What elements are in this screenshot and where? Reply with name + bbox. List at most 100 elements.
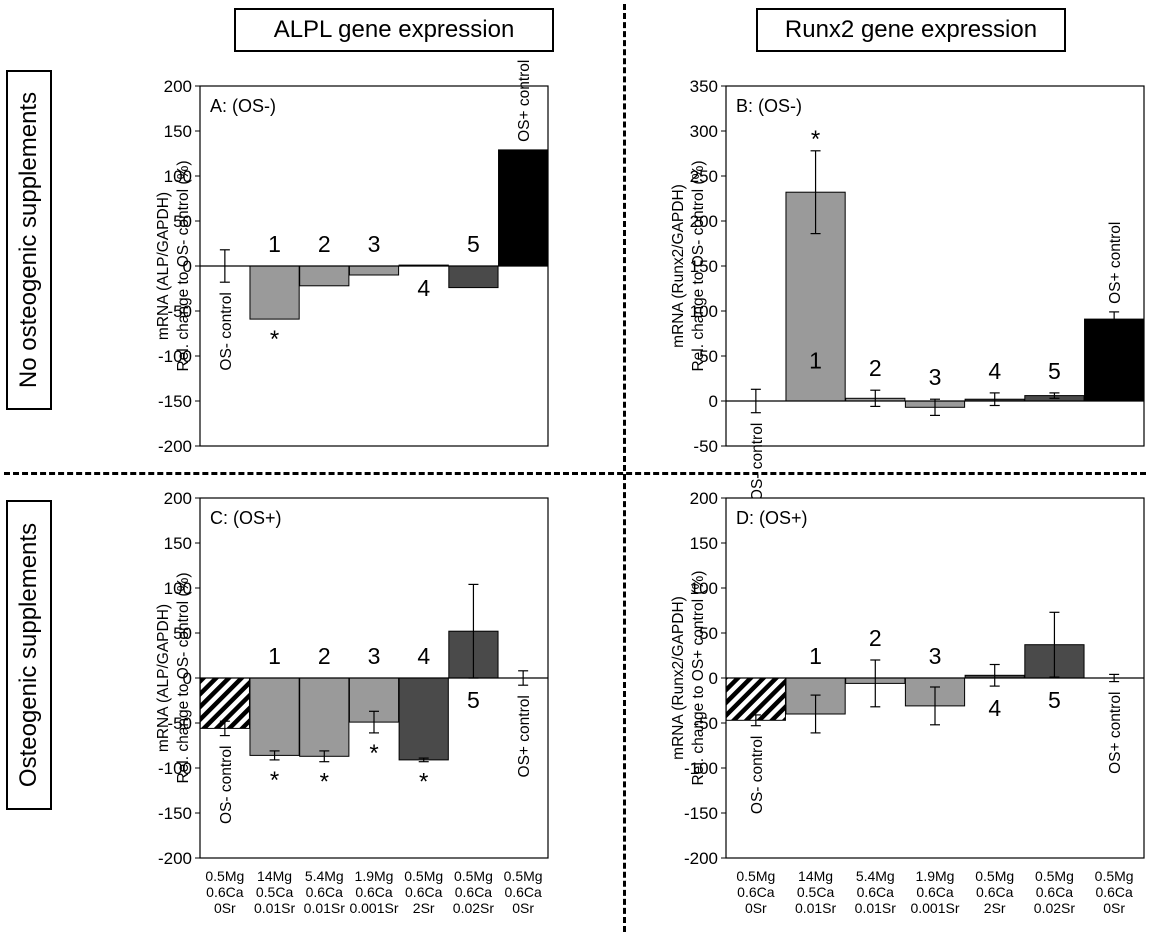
category-label: 0.5Mg 0.6Ca 2Sr — [394, 868, 454, 916]
bar-number-label: 3 — [368, 643, 381, 669]
category-label-line: 0.6Ca — [737, 884, 775, 900]
y-tick-label: -50 — [167, 302, 192, 321]
y-tick-label: 50 — [173, 624, 192, 643]
category-label-line: 0.5Mg — [205, 868, 245, 884]
category-label-line: 0.6Ca — [1095, 884, 1133, 900]
y-axis-label: Rel. change to OS- control (%) — [175, 572, 192, 783]
significance-star: * — [811, 126, 820, 153]
y-tick-label: 100 — [164, 579, 192, 598]
category-label-line: 0.5Mg — [975, 868, 1015, 884]
panel-label: C: (OS+) — [210, 508, 282, 528]
y-tick-label: 100 — [164, 167, 192, 186]
panel-label: B: (OS-) — [736, 96, 802, 116]
category-label-line: 0.5Mg — [736, 868, 776, 884]
bar-number-label: 4 — [417, 643, 430, 669]
y-tick-label: 150 — [690, 257, 718, 276]
y-axis-label: mRNA (ALP/GAPDH) — [155, 604, 172, 752]
y-tick-label: -200 — [158, 437, 192, 456]
category-label-line: 0.6Ca — [976, 884, 1014, 900]
bar-number-label: 2 — [869, 625, 882, 651]
category-label-line: 0Sr — [1103, 900, 1126, 916]
control-label: OS- control — [749, 423, 766, 501]
category-label-line: 0.5Mg — [404, 868, 444, 884]
bar-number-label: 5 — [467, 687, 480, 713]
bar-number-label: 5 — [1048, 358, 1061, 384]
category-label-line: 0.5Mg — [1034, 868, 1074, 884]
y-tick-label: 50 — [699, 347, 718, 366]
significance-star: * — [270, 326, 279, 353]
category-label: 5.4Mg 0.6Ca 0.01Sr — [845, 868, 905, 916]
category-label: 0.5Mg 0.6Ca 0Sr — [195, 868, 255, 916]
control-label: OS+ control — [516, 60, 533, 142]
y-tick-label: 200 — [164, 77, 192, 96]
vertical-divider — [623, 4, 626, 932]
bar — [299, 265, 350, 287]
category-label-line: 0.6Ca — [355, 884, 393, 900]
category-label-line: 14Mg — [257, 868, 293, 884]
bar-number-label: 3 — [929, 364, 942, 390]
category-label-line: 0.5Ca — [796, 884, 835, 900]
y-axis-label: Rel. change to OS+ control (%) — [690, 571, 707, 786]
bar-number-label: 3 — [368, 231, 381, 257]
bar-number-label: 4 — [417, 275, 430, 301]
y-tick-label: -150 — [158, 392, 192, 411]
y-tick-label: 200 — [690, 212, 718, 231]
category-label-line: 2Sr — [983, 900, 1006, 916]
y-tick-label: 150 — [164, 122, 192, 141]
bar-number-label: 4 — [988, 695, 1001, 721]
significance-star: * — [419, 769, 428, 796]
category-label-line: 0Sr — [213, 900, 236, 916]
category-label-line: 5.4Mg — [855, 868, 895, 884]
y-tick-label: -50 — [693, 714, 718, 733]
bar-number-label: 1 — [809, 348, 822, 374]
category-label-line: 0.6Ca — [206, 884, 244, 900]
category-label-line: 0.6Ca — [405, 884, 443, 900]
y-tick-label: 0 — [183, 669, 192, 688]
y-tick-label: 200 — [164, 489, 192, 508]
bar-number-label: 5 — [467, 231, 480, 257]
y-tick-label: 0 — [709, 392, 718, 411]
y-tick-label: 50 — [699, 624, 718, 643]
category-label: 0.5Mg 0.6Ca 0.02Sr — [1024, 868, 1084, 916]
bar — [398, 677, 449, 761]
bar — [249, 265, 300, 320]
bar-number-label: 4 — [988, 358, 1001, 384]
significance-star: * — [270, 767, 279, 794]
y-tick-label: -50 — [693, 437, 718, 456]
bar-number-label: 3 — [929, 643, 942, 669]
category-label: 0.5Mg 0.6Ca 0Sr — [1084, 868, 1144, 916]
category-label-line: 0.001Sr — [910, 900, 960, 916]
category-label-line: 0.001Sr — [349, 900, 399, 916]
category-label-line: 1.9Mg — [915, 868, 955, 884]
significance-star: * — [369, 740, 378, 767]
control-label: OS+ control — [516, 695, 533, 777]
category-label-line: 5.4Mg — [304, 868, 344, 884]
row-header-osteogenic: Osteogenic supplements — [6, 500, 52, 810]
y-tick-label: 0 — [183, 257, 192, 276]
y-tick-label: 300 — [690, 122, 718, 141]
y-tick-label: 250 — [690, 167, 718, 186]
y-tick-label: -100 — [158, 347, 192, 366]
y-tick-label: 150 — [164, 534, 192, 553]
y-tick-label: 0 — [709, 669, 718, 688]
category-label-line: 0Sr — [744, 900, 767, 916]
category-label-line: 0.5Mg — [453, 868, 493, 884]
bar-number-label: 2 — [318, 231, 331, 257]
category-label-line: 0.01Sr — [303, 900, 345, 916]
bar — [299, 677, 350, 757]
category-label-line: 0.01Sr — [794, 900, 837, 916]
category-label-line: 14Mg — [798, 868, 834, 884]
bar — [348, 677, 400, 723]
category-label: 0.5Mg 0.6Ca 0Sr — [726, 868, 786, 916]
category-label-line: 0.5Mg — [1094, 868, 1134, 884]
row-header-no-osteogenic: No osteogenic supplements — [6, 70, 52, 410]
y-tick-label: -50 — [167, 714, 192, 733]
column-header-runx2: Runx2 gene expression — [756, 8, 1066, 52]
y-tick-label: 100 — [690, 302, 718, 321]
category-label: 0.5Mg 0.6Ca 2Sr — [965, 868, 1025, 916]
y-tick-label: -150 — [158, 804, 192, 823]
y-axis-label: Rel. change to OS- control (%) — [175, 160, 192, 371]
bar-number-label: 5 — [1048, 687, 1061, 713]
category-label: 1.9Mg 0.6Ca 0.001Sr — [905, 868, 965, 916]
bar — [348, 265, 400, 276]
